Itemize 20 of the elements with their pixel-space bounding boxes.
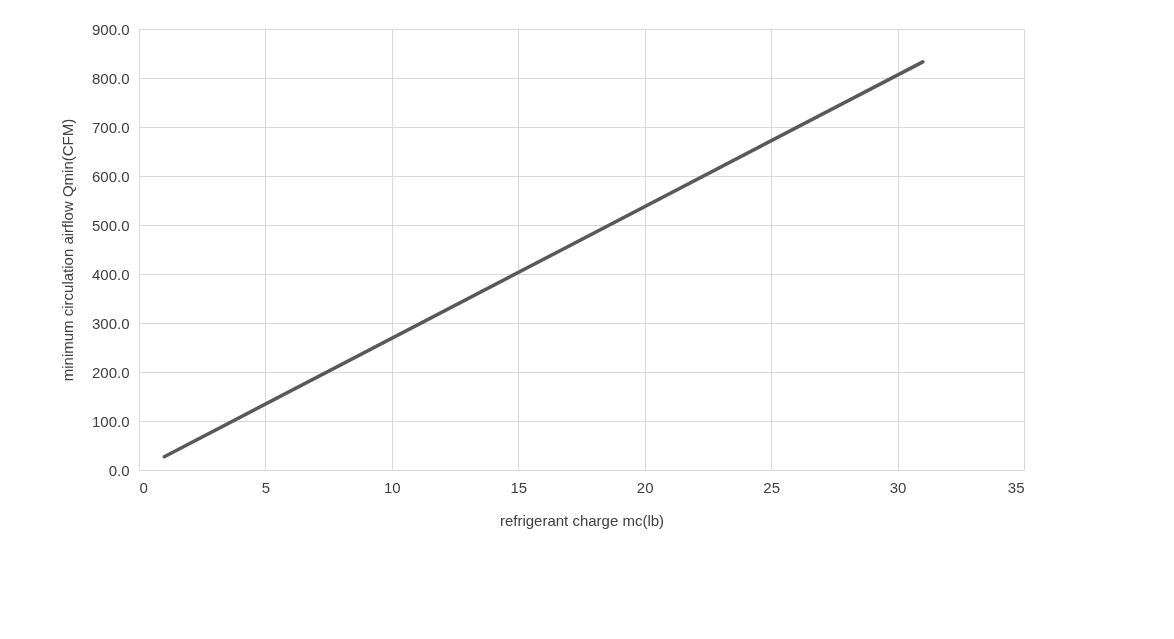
y-tick-label: 400.0 (91, 265, 130, 283)
y-tick-label: 600.0 (91, 167, 130, 185)
y-tick-label: 200.0 (91, 363, 130, 381)
y-tick-label: 500.0 (91, 216, 130, 234)
x-axis-title: refrigerant charge mc(lb) (499, 511, 665, 529)
x-tick-label: 5 (261, 478, 271, 496)
x-tick-label: 10 (384, 478, 401, 496)
y-tick-label: 700.0 (91, 118, 130, 136)
y-tick-label: 0.0 (108, 461, 130, 479)
y-tick-label: 300.0 (91, 314, 130, 332)
x-tick-label: 30 (889, 478, 907, 496)
x-tick-label: 35 (1007, 478, 1025, 496)
x-tick-label: 0 (139, 478, 148, 496)
y-tick-label: 900.0 (91, 20, 130, 38)
y-axis-title: minimum circulation airflow Qmin(CFM) (58, 118, 76, 382)
y-tick-label: 100.0 (91, 412, 130, 430)
x-tick-label: 15 (510, 478, 528, 496)
y-tick-label: 800.0 (91, 69, 130, 87)
x-tick-label: 25 (763, 478, 780, 496)
x-tick-label: 20 (636, 478, 654, 496)
